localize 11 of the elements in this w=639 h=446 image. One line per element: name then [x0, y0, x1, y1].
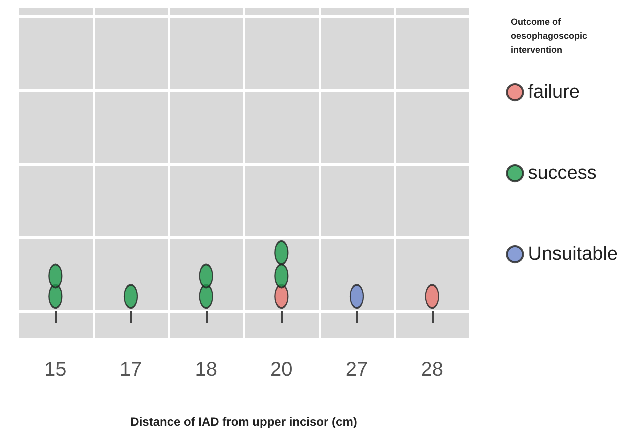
x-tick-label: 28: [421, 359, 444, 381]
legend-label: Unsuitable: [528, 244, 618, 265]
x-tick-label: 18: [195, 359, 218, 381]
legend-label: success: [528, 163, 597, 184]
legend-title: Outcome of oesophagoscopic intervention: [511, 17, 590, 55]
x-tick-label: 17: [120, 359, 142, 381]
legend-label: failure: [528, 82, 580, 103]
x-tick-label: 20: [270, 359, 293, 381]
x-tick-label: 27: [346, 359, 368, 381]
x-axis-title: Distance of IAD from upper incisor (cm): [130, 415, 358, 429]
x-tick-label: 15: [44, 359, 67, 381]
